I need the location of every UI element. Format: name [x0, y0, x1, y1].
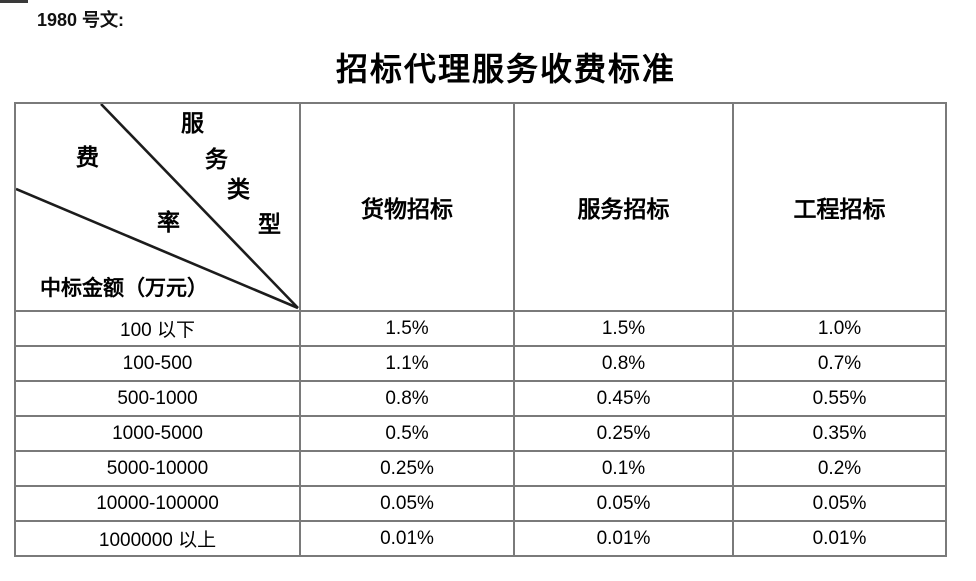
- goods-rate-cell: 0.25%: [299, 450, 515, 487]
- goods-rate-cell: 0.05%: [299, 485, 515, 522]
- corner-fee-char-2: 率: [157, 210, 180, 235]
- goods-rate-cell: 0.8%: [299, 380, 515, 417]
- diagonal-lines: [16, 104, 299, 310]
- fee-standard-table: 费 率 服 务 类 型 中标金额（万元） 货物招标 服务招标 工程招标 100 …: [14, 102, 947, 557]
- table-row: 100 以下 1.5% 1.5% 1.0%: [14, 310, 947, 347]
- engineering-rate-cell: 0.35%: [732, 415, 947, 452]
- scan-edge-artifact: [0, 0, 28, 3]
- goods-rate-cell: 0.01%: [299, 520, 515, 557]
- service-rate-cell: 0.05%: [513, 485, 734, 522]
- table-row: 5000-10000 0.25% 0.1% 0.2%: [14, 450, 947, 487]
- column-header-service: 服务招标: [513, 102, 734, 312]
- diagonal-line-upper: [100, 104, 299, 309]
- corner-service-char-2: 务: [205, 147, 228, 172]
- service-rate-cell: 0.01%: [513, 520, 734, 557]
- document-number-label: 1980 号文:: [37, 10, 125, 30]
- engineering-rate-cell: 0.55%: [732, 380, 947, 417]
- table-row: 100-500 1.1% 0.8% 0.7%: [14, 345, 947, 382]
- amount-cell: 5000-10000: [14, 450, 301, 487]
- amount-cell: 500-1000: [14, 380, 301, 417]
- column-header-engineering: 工程招标: [732, 102, 947, 312]
- engineering-rate-cell: 0.01%: [732, 520, 947, 557]
- goods-rate-cell: 1.5%: [299, 310, 515, 347]
- service-rate-cell: 0.45%: [513, 380, 734, 417]
- table-row: 500-1000 0.8% 0.45% 0.55%: [14, 380, 947, 417]
- page-title: 招标代理服务收费标准: [335, 51, 676, 87]
- service-rate-cell: 0.1%: [513, 450, 734, 487]
- goods-rate-cell: 0.5%: [299, 415, 515, 452]
- amount-cell: 1000-5000: [14, 415, 301, 452]
- table-row: 1000-5000 0.5% 0.25% 0.35%: [14, 415, 947, 452]
- amount-cell: 100 以下: [14, 310, 301, 347]
- table-row: 10000-100000 0.05% 0.05% 0.05%: [14, 485, 947, 522]
- diagonal-line-lower: [16, 187, 299, 310]
- engineering-rate-cell: 0.2%: [732, 450, 947, 487]
- engineering-rate-cell: 1.0%: [732, 310, 947, 347]
- table-row: 1000000 以上 0.01% 0.01% 0.01%: [14, 520, 947, 557]
- engineering-rate-cell: 0.7%: [732, 345, 947, 382]
- goods-rate-cell: 1.1%: [299, 345, 515, 382]
- amount-cell: 1000000 以上: [14, 520, 301, 557]
- corner-service-char-4: 型: [258, 212, 281, 237]
- amount-cell: 100-500: [14, 345, 301, 382]
- service-rate-cell: 1.5%: [513, 310, 734, 347]
- row-axis-label: 中标金额（万元）: [40, 276, 208, 300]
- service-rate-cell: 0.8%: [513, 345, 734, 382]
- service-rate-cell: 0.25%: [513, 415, 734, 452]
- corner-service-char-3: 类: [227, 177, 250, 202]
- column-header-goods: 货物招标: [299, 102, 515, 312]
- engineering-rate-cell: 0.05%: [732, 485, 947, 522]
- amount-cell: 10000-100000: [14, 485, 301, 522]
- table-header-row: 费 率 服 务 类 型 中标金额（万元） 货物招标 服务招标 工程招标: [14, 102, 947, 312]
- corner-fee-char-1: 费: [76, 145, 99, 170]
- diagonal-corner-cell: 费 率 服 务 类 型 中标金额（万元）: [14, 102, 301, 312]
- corner-service-char-1: 服: [181, 111, 204, 136]
